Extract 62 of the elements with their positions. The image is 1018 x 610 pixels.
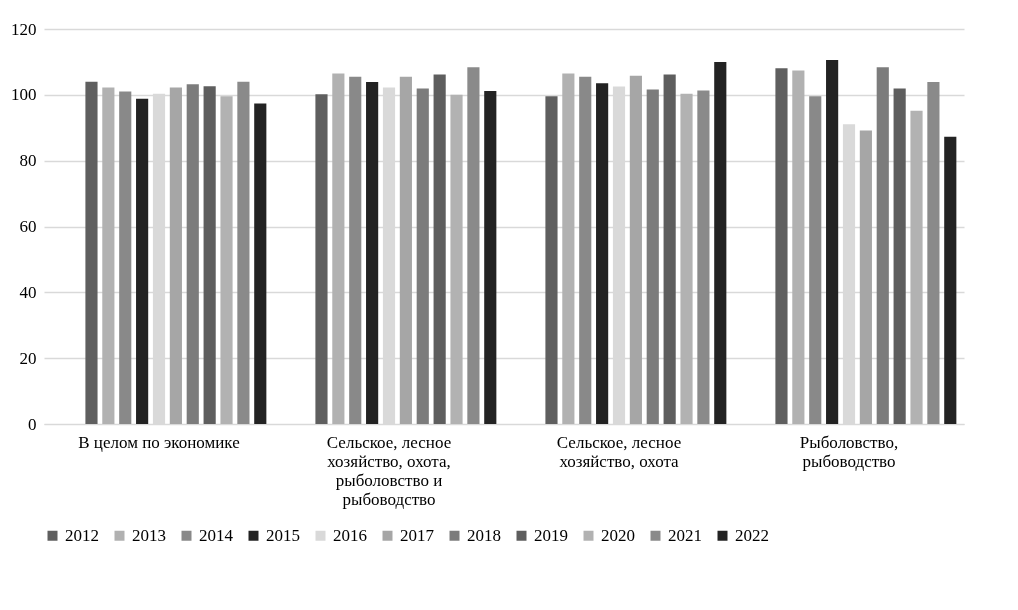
legend-label: 2012 (65, 525, 99, 545)
y-tick-label: 0 (28, 414, 37, 434)
legend-label: 2014 (199, 525, 234, 545)
bar (944, 136, 957, 424)
y-tick-label: 20 (19, 348, 37, 368)
bar (467, 67, 480, 424)
bar (646, 89, 659, 424)
bar (450, 94, 463, 424)
x-tick-label: В целом по экономике (78, 432, 240, 452)
bar (186, 84, 199, 424)
bar (366, 82, 379, 424)
y-tick-label: 100 (11, 85, 37, 105)
bar (697, 90, 710, 424)
bar (680, 93, 693, 424)
bar (85, 81, 98, 424)
bar (349, 76, 362, 424)
bar (792, 70, 805, 424)
bar (399, 76, 412, 424)
bar (910, 110, 923, 424)
legend-label: 2013 (132, 525, 166, 545)
bar (579, 76, 592, 424)
bar (332, 73, 345, 424)
legend-label: 2022 (735, 525, 769, 545)
bar (826, 59, 839, 424)
x-tick-label: Сельское, лесное хозяйство, охота (556, 432, 682, 471)
bar (859, 130, 872, 424)
bar (136, 98, 149, 424)
bar (254, 103, 267, 424)
legend-label: 2017 (400, 525, 435, 545)
bar (775, 68, 788, 424)
bar (169, 87, 182, 424)
bar (203, 86, 216, 424)
legend-label: 2016 (333, 525, 367, 545)
bar (562, 73, 575, 424)
bar (220, 96, 233, 424)
bar (102, 87, 115, 424)
bar (927, 82, 940, 424)
legend-label: 2015 (266, 525, 300, 545)
bar (629, 75, 642, 424)
bar (663, 74, 676, 424)
bar (809, 96, 822, 424)
bar (237, 81, 250, 424)
bar (433, 74, 446, 424)
bar (484, 90, 497, 424)
bar (545, 96, 558, 424)
legend-label: 2018 (467, 525, 501, 545)
legend-label: 2021 (668, 525, 702, 545)
legend-label: 2019 (534, 525, 568, 545)
y-tick-label: 40 (19, 282, 37, 302)
x-tick-label: Сельское, лесное хозяйство, охота, рыболовство и рыбоводство (326, 432, 452, 509)
bar (876, 67, 889, 424)
y-tick-label: 80 (19, 151, 37, 171)
y-tick-label: 60 (19, 217, 37, 236)
bar (714, 61, 727, 424)
legend-label: 2020 (601, 525, 635, 545)
y-tick-label: 120 (11, 19, 37, 39)
bar (596, 83, 609, 424)
bar (119, 91, 132, 424)
x-tick-label: Рыболовство, рыбоводство (799, 432, 899, 471)
bar (893, 88, 906, 424)
bar (315, 94, 328, 424)
bar (416, 88, 429, 424)
